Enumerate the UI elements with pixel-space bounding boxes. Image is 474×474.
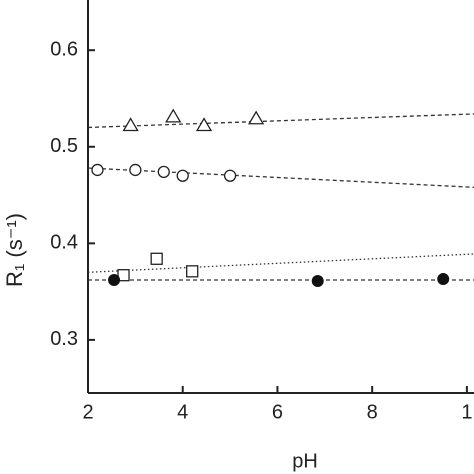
data-point bbox=[157, 165, 170, 179]
data-point bbox=[129, 163, 142, 177]
x-tick-label: 1 bbox=[461, 401, 472, 423]
data-point bbox=[150, 252, 163, 265]
fit-line bbox=[87, 253, 474, 273]
y-tick-label: 0.5 bbox=[50, 135, 78, 157]
data-point bbox=[165, 108, 182, 123]
data-point bbox=[117, 269, 130, 282]
y-axis-label: R₁ (s⁻¹) bbox=[2, 213, 27, 287]
x-tick-label: 4 bbox=[177, 401, 188, 423]
y-tick-label: 0.6 bbox=[50, 38, 78, 60]
data-point bbox=[91, 163, 104, 177]
data-point bbox=[437, 273, 450, 286]
data-point bbox=[195, 117, 213, 132]
data-point bbox=[223, 169, 237, 182]
fit-line bbox=[87, 167, 474, 188]
data-point bbox=[248, 110, 265, 125]
x-tick-label: 6 bbox=[272, 401, 283, 423]
y-tick-label: 0.3 bbox=[50, 328, 78, 350]
data-point bbox=[122, 117, 139, 132]
x-tick-label: 2 bbox=[82, 401, 93, 423]
y-tick-label: 0.4 bbox=[50, 232, 78, 254]
fit-line bbox=[87, 113, 474, 129]
data-point bbox=[176, 169, 189, 182]
data-point bbox=[186, 265, 199, 278]
data-point bbox=[311, 274, 324, 287]
x-tick-label: 8 bbox=[367, 401, 378, 423]
data-point bbox=[108, 274, 121, 287]
x-axis-label: pH bbox=[292, 450, 318, 472]
